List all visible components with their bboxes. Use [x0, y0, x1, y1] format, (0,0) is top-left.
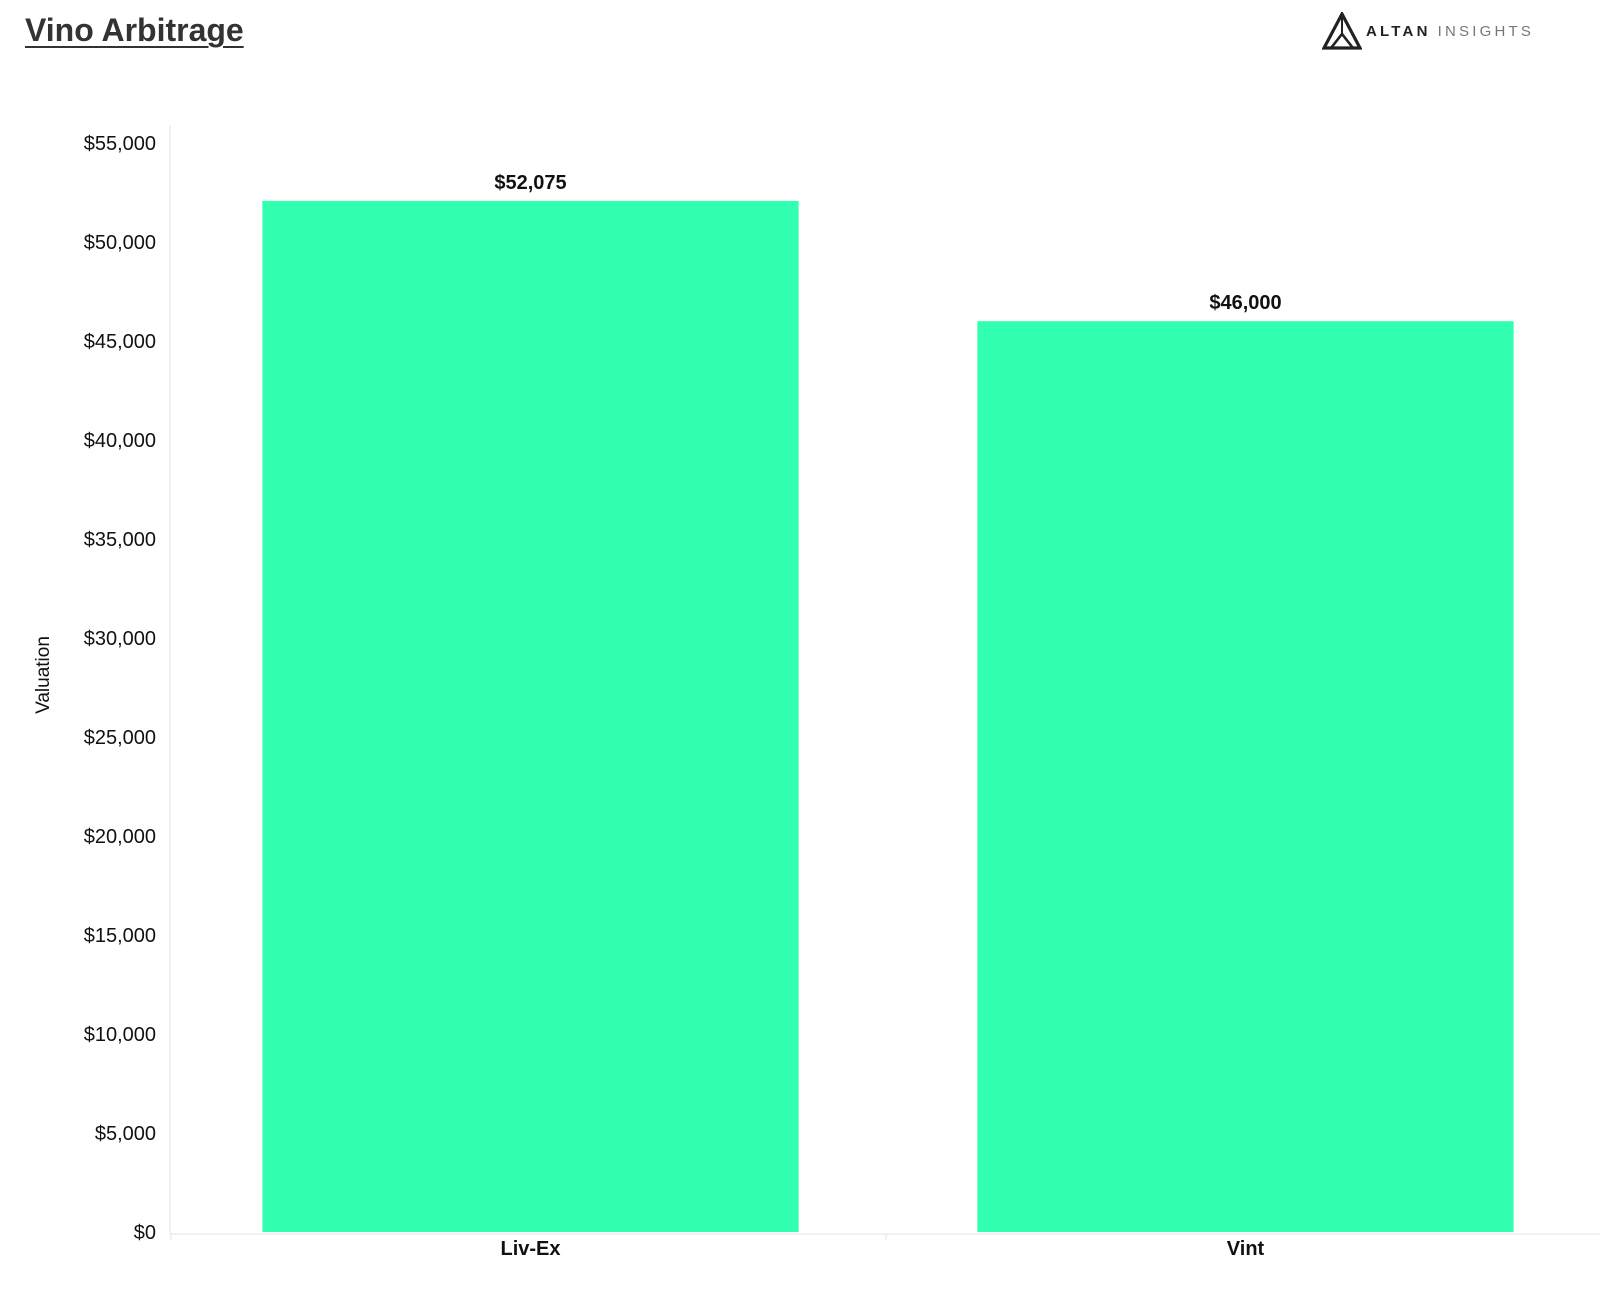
y-tick-label: $35,000 [84, 529, 156, 551]
bar-vint [977, 321, 1514, 1232]
y-tick-label: $55,000 [84, 133, 156, 155]
data-label: $52,075 [494, 172, 566, 194]
brand-name-strong: ALTAN [1366, 22, 1431, 40]
data-labels: $52,075 $46,000 [494, 172, 1281, 314]
bars [262, 200, 1514, 1232]
y-axis-ticks: $0 $5,000 $10,000 $15,000 $20,000 $25,000 $30,… [84, 133, 156, 1244]
y-tick-label: $25,000 [84, 727, 156, 749]
x-axis-labels: Liv-Ex Vint [500, 1238, 1264, 1260]
mountain-triangle-icon [1322, 12, 1362, 50]
y-tick-label: $0 [134, 1222, 156, 1244]
brand-name-light: INSIGHTS [1437, 22, 1535, 40]
y-tick-label: $5,000 [95, 1123, 156, 1145]
axes [169, 125, 1600, 1240]
y-tick-label: $50,000 [84, 232, 156, 254]
page-title: Vino Arbitrage [25, 12, 244, 48]
bar-liv-ex [262, 200, 799, 1232]
y-tick-label: $45,000 [84, 331, 156, 353]
data-label: $46,000 [1209, 292, 1281, 314]
y-tick-label: $40,000 [84, 430, 156, 452]
y-tick-label: $20,000 [84, 826, 156, 848]
x-tick-label: Liv-Ex [500, 1238, 560, 1260]
brand-logo: ALTAN INSIGHTS [1322, 10, 1534, 52]
y-tick-label: $10,000 [84, 1024, 156, 1046]
y-tick-label: $30,000 [84, 628, 156, 650]
x-tick-label: Vint [1227, 1238, 1265, 1260]
y-tick-label: $15,000 [84, 925, 156, 947]
